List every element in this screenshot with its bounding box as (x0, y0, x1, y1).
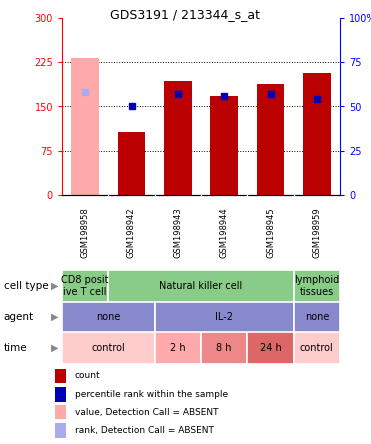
Bar (118, 132, 145, 195)
Text: ▶: ▶ (51, 343, 58, 353)
Bar (294, 302, 340, 332)
Text: GSM198943: GSM198943 (173, 207, 182, 258)
Text: GSM198958: GSM198958 (81, 207, 90, 258)
Text: agent: agent (4, 312, 34, 322)
Text: GSM198959: GSM198959 (312, 207, 321, 258)
Text: lymphoid
tissues: lymphoid tissues (294, 275, 339, 297)
Bar (62, 332, 155, 364)
Text: time: time (4, 343, 27, 353)
Text: rank, Detection Call = ABSENT: rank, Detection Call = ABSENT (75, 426, 213, 435)
Text: count: count (75, 372, 100, 381)
Text: GSM198944: GSM198944 (220, 207, 229, 258)
Text: IL-2: IL-2 (215, 312, 233, 322)
Text: GSM198945: GSM198945 (266, 207, 275, 258)
Text: 24 h: 24 h (260, 343, 281, 353)
Text: GSM198942: GSM198942 (127, 207, 136, 258)
Text: ▶: ▶ (51, 312, 58, 322)
Bar (71, 58, 99, 195)
Bar (55, 423, 66, 438)
Bar (164, 81, 192, 195)
Text: control: control (92, 343, 125, 353)
Text: value, Detection Call = ABSENT: value, Detection Call = ABSENT (75, 408, 218, 416)
Text: GDS3191 / 213344_s_at: GDS3191 / 213344_s_at (111, 8, 260, 21)
Text: Natural killer cell: Natural killer cell (160, 281, 243, 291)
Text: cell type: cell type (4, 281, 48, 291)
Bar (62, 270, 108, 302)
Bar (55, 369, 66, 383)
Bar (55, 387, 66, 402)
Bar (294, 332, 340, 364)
Bar (55, 405, 66, 419)
Text: control: control (300, 343, 334, 353)
Text: ▶: ▶ (51, 281, 58, 291)
Text: none: none (96, 312, 121, 322)
Bar (155, 332, 201, 364)
Bar (303, 73, 331, 195)
Bar (62, 302, 155, 332)
Text: CD8 posit
ive T cell: CD8 posit ive T cell (62, 275, 109, 297)
Bar (155, 302, 294, 332)
Text: 2 h: 2 h (170, 343, 186, 353)
Text: 8 h: 8 h (216, 343, 232, 353)
Bar (201, 332, 247, 364)
Bar (210, 96, 238, 195)
Bar (247, 332, 294, 364)
Bar (294, 270, 340, 302)
Bar (257, 84, 285, 195)
Text: none: none (305, 312, 329, 322)
Bar (108, 270, 294, 302)
Text: percentile rank within the sample: percentile rank within the sample (75, 390, 228, 399)
